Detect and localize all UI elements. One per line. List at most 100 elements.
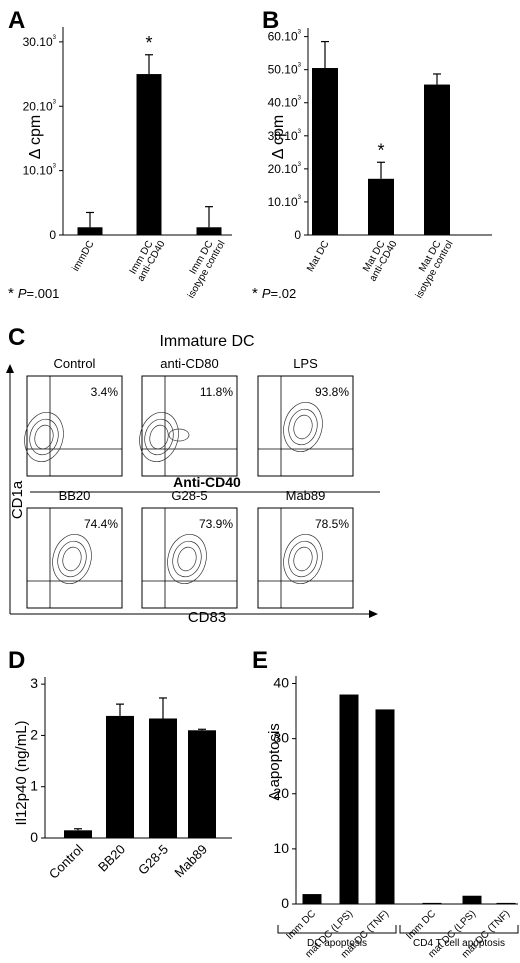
flow-plot-frame [141,507,238,609]
contour-line [177,546,197,572]
y-tick-label: 0 [281,895,289,911]
contour-line [52,534,92,584]
y-tick-label: 20.103 [23,99,57,113]
significance-star: * [377,140,384,160]
category-label: Imm DC [284,908,318,942]
y-tick-label: 2 [30,726,38,742]
y-tick-label: 40 [273,675,289,691]
category-label: Mab89 [171,842,210,881]
contour-line [288,408,318,446]
flow-plot-frame [141,375,238,477]
category-label: immDC [70,239,96,273]
bar [106,715,134,838]
panel-e-ylabel: Δ apoptosis [266,723,283,801]
y-tick-label: 1 [30,778,38,794]
bar [312,68,338,235]
bar [375,709,395,904]
contour-line [149,424,169,450]
bar [422,902,442,904]
panel-c-group-label: Anti-CD40 [173,474,241,490]
flow-plot-percentage: 73.9% [199,517,233,531]
contour-line [293,546,313,572]
bar [64,830,92,838]
significance-star: * [145,33,152,53]
contour-line [24,412,64,462]
panel-c-plots: Control 3.4% anti-CD80 11.8% LPS 93.8% BB20 74.… [24,356,354,609]
panel-letter-a: A [8,7,25,34]
y-tick-label: 50.103 [268,63,302,77]
contour-line [172,540,202,578]
category-label: G28-5 [135,842,171,878]
contour-line [62,546,82,572]
flow-plot-percentage: 74.4% [84,517,118,531]
panel-b-ylabel: Δ cpm [270,115,287,159]
panel-d-ylabel: Il12p40 (ng/mL) [13,720,30,825]
y-tick-label: 40.103 [268,96,302,110]
contour-line [283,534,323,584]
panel-b-footnote: * P=.02 [252,285,296,302]
contour-line [288,540,318,578]
y-tick-label: 20.103 [268,162,302,176]
y-tick-label: 30.103 [23,35,57,49]
flow-plot-percentage: 93.8% [315,385,349,399]
flow-plot-title: LPS [293,356,318,371]
panel-e-bracket-dc [277,925,397,934]
flow-plot-frame [257,507,354,609]
bar [196,227,222,235]
panel-e-group-dc: DC apoptosis [307,938,367,949]
flow-plot-frame [257,375,354,477]
flow-plot-title: G28-5 [171,488,207,503]
bar [77,227,103,235]
contour-line [139,412,179,462]
panel-letter-e: E [252,647,268,674]
y-tick-label: 20 [273,785,289,801]
bar [339,694,359,904]
flow-plot-percentage: 3.4% [91,385,119,399]
flow-plot-title: Mab89 [286,488,326,503]
panel-e-group-t: CD4 T cell apoptosis [413,938,505,949]
panel-letter-b: B [262,7,279,34]
y-tick-label: 0 [294,228,301,242]
panel-b-chart: 0 10.103 20.103 30.103 40.103 50.103 60.103 Mat… [268,28,492,300]
category-label: Imm DC [404,908,438,942]
bar [462,895,482,904]
contour-line [167,534,207,584]
contour-line [168,428,190,442]
contour-line [144,418,174,456]
bar [424,84,450,235]
category-label: Mat DC [305,239,331,274]
contour-line [29,418,59,456]
y-tick-label: 10.103 [268,195,302,209]
bar [136,74,162,235]
panel-letter-d: D [8,647,25,674]
panel-letter-c: C [8,324,25,351]
bar [188,730,216,838]
y-tick-label: 0 [30,829,38,845]
bar [149,718,177,838]
flow-plot-frame [26,507,123,609]
category-label: Control [46,841,86,881]
panel-c-title: Immature DC [159,333,254,350]
y-tick-label: 10 [273,840,289,856]
flow-plot-title: anti-CD80 [160,356,219,371]
panel-c-y-arrowhead [6,364,14,373]
flow-plot-frame [26,375,123,477]
panel-c-xlabel: CD83 [188,609,226,626]
y-tick-label: 0 [49,228,56,242]
contour-line [34,424,54,450]
contour-line [283,402,323,452]
flow-plot-percentage: 11.8% [200,385,233,399]
panel-d-chart: 0 1 2 3 Control BB20 G28-5 Mab89 [30,675,232,882]
flow-plot-title: Control [54,356,96,371]
category-label: BB20 [95,842,128,875]
y-tick-label: 30.103 [268,129,302,143]
bar [302,894,322,904]
contour-line [57,540,87,578]
bar [368,178,394,235]
y-tick-label: 30 [273,730,289,746]
y-tick-label: 60.103 [268,30,302,44]
contour-line [293,414,313,440]
